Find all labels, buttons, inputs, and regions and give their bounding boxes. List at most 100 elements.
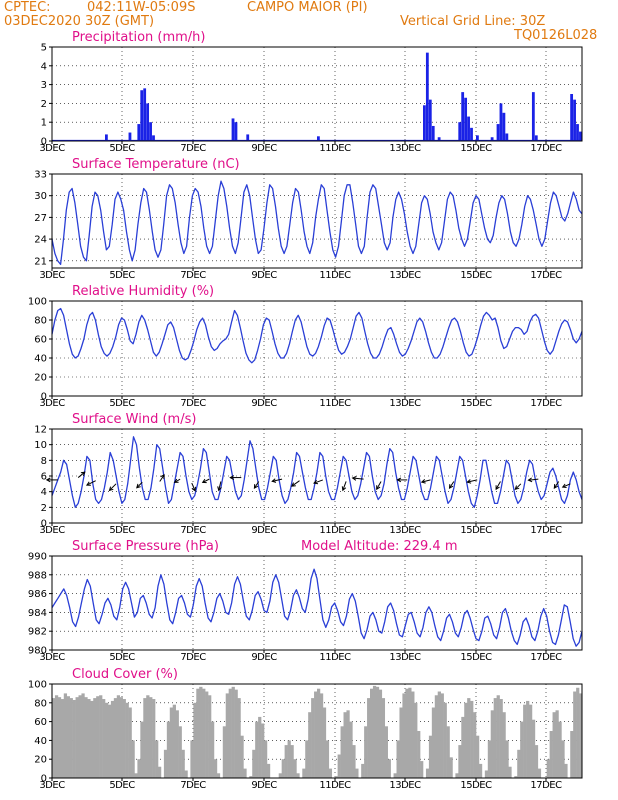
cloud-bar bbox=[163, 749, 168, 778]
wind-arrow-head bbox=[253, 484, 259, 489]
cloud-bar bbox=[434, 695, 439, 778]
y-tick-label: 2 bbox=[41, 503, 47, 514]
x-tick-label: 11DEC bbox=[319, 652, 351, 663]
wind-arrow bbox=[86, 480, 96, 486]
x-tick-label: 15DEC bbox=[460, 270, 492, 281]
cloud-bar bbox=[228, 688, 232, 778]
cloud-bar bbox=[411, 691, 415, 778]
x-tick-label: 7DEC bbox=[180, 652, 206, 663]
x-tick-label: 9DEC bbox=[251, 398, 277, 409]
cloud-bar bbox=[414, 702, 418, 778]
cloud-bar bbox=[349, 721, 353, 778]
cloud-bar bbox=[225, 693, 229, 778]
precip-bar bbox=[458, 122, 462, 141]
cloud-bar bbox=[473, 712, 477, 778]
y-tick-label: 0 bbox=[41, 137, 47, 148]
precip-bar bbox=[470, 127, 473, 141]
wind-arrow-head bbox=[448, 484, 454, 489]
x-tick-label: 5DEC bbox=[109, 525, 135, 536]
wind-arrow bbox=[562, 483, 571, 488]
wind-arrow-head bbox=[191, 486, 196, 492]
cloud-bar bbox=[211, 721, 215, 778]
cloud-bar bbox=[152, 699, 156, 778]
cloud-bar bbox=[334, 776, 338, 778]
wind-arrow bbox=[553, 481, 560, 489]
wind-arrow-head bbox=[466, 479, 472, 484]
wind-arrow bbox=[342, 481, 347, 491]
x-tick-label: 3DEC bbox=[39, 398, 65, 409]
cloud-bar bbox=[370, 688, 374, 778]
cloud-bar bbox=[570, 731, 574, 778]
cloud-bar bbox=[113, 698, 118, 778]
cloud-bar bbox=[325, 740, 330, 778]
cloud-bar bbox=[213, 759, 218, 778]
precip-bar bbox=[149, 122, 152, 141]
precip-bar bbox=[146, 103, 150, 141]
y-tick-label: 10 bbox=[34, 440, 47, 451]
cloud-bar bbox=[237, 698, 241, 778]
cloud-bar bbox=[261, 723, 265, 778]
cloud-bar bbox=[534, 745, 539, 778]
cloud-bar bbox=[446, 726, 450, 778]
cloud-bar bbox=[290, 745, 294, 778]
cloud-bar bbox=[107, 704, 112, 778]
cloud-bar bbox=[496, 695, 500, 778]
x-tick-label: 15DEC bbox=[460, 652, 492, 663]
cloud-bar bbox=[458, 745, 462, 778]
x-tick-label: 17DEC bbox=[530, 780, 562, 791]
cloud-bar bbox=[281, 759, 285, 778]
cloud-bar bbox=[319, 693, 324, 778]
wind-arrow-head bbox=[313, 479, 319, 485]
cloud-bar bbox=[340, 726, 344, 778]
precip-bar bbox=[461, 92, 465, 141]
x-tick-label: 3DEC bbox=[39, 270, 65, 281]
cloud-bar bbox=[396, 740, 400, 778]
y-tick-label: 100 bbox=[28, 297, 47, 308]
precip-bar bbox=[143, 88, 147, 141]
cloud-bar bbox=[284, 745, 288, 778]
cloud-bar bbox=[102, 699, 106, 778]
cloud-bar bbox=[93, 698, 97, 778]
cloud-bar bbox=[66, 696, 70, 778]
cloud-bar bbox=[487, 740, 492, 778]
wind-arrow-head bbox=[396, 477, 402, 483]
cloud-bar bbox=[52, 698, 56, 778]
cloud-bar bbox=[205, 691, 209, 778]
cloud-bar bbox=[252, 749, 256, 778]
x-tick-label: 15DEC bbox=[460, 143, 492, 154]
cloud-bar bbox=[190, 740, 194, 778]
y-tick-label: 80 bbox=[34, 698, 47, 709]
cloud-bar bbox=[443, 702, 447, 778]
x-tick-label: 15DEC bbox=[460, 525, 492, 536]
y-tick-label: 1 bbox=[41, 118, 47, 129]
wind-arrow bbox=[253, 481, 260, 489]
wind-arrow-head bbox=[201, 478, 207, 484]
y-tick-label: 0 bbox=[41, 519, 47, 530]
cloud-bar bbox=[166, 721, 171, 778]
y-tick-label: 33 bbox=[34, 170, 47, 181]
precip-bar bbox=[428, 99, 432, 141]
x-tick-label: 17DEC bbox=[530, 270, 562, 281]
y-tick-label: 982 bbox=[28, 627, 47, 638]
wind-arrow-head bbox=[217, 486, 222, 492]
cloud-bar bbox=[249, 776, 253, 778]
cloud-bar bbox=[372, 685, 377, 778]
cloud-bar bbox=[169, 707, 174, 778]
precip-bar bbox=[437, 137, 441, 141]
precip-bar bbox=[425, 52, 429, 141]
precip-bar bbox=[231, 118, 235, 141]
precip-bar bbox=[431, 125, 435, 141]
cloud-bar bbox=[155, 740, 159, 778]
cloud-bar bbox=[476, 735, 480, 778]
cloud-bar bbox=[343, 712, 347, 778]
wind-arrow-head bbox=[376, 485, 381, 491]
x-tick-label: 13DEC bbox=[389, 143, 421, 154]
wind-arrow-head bbox=[85, 481, 91, 486]
cloud-bar bbox=[361, 763, 365, 778]
header-source: CPTEC: bbox=[4, 0, 51, 15]
wind-arrow-head bbox=[271, 478, 277, 483]
cloud-bar bbox=[579, 693, 583, 778]
x-tick-label: 9DEC bbox=[251, 525, 277, 536]
x-tick-label: 5DEC bbox=[109, 652, 135, 663]
cloud-bar bbox=[355, 768, 359, 778]
